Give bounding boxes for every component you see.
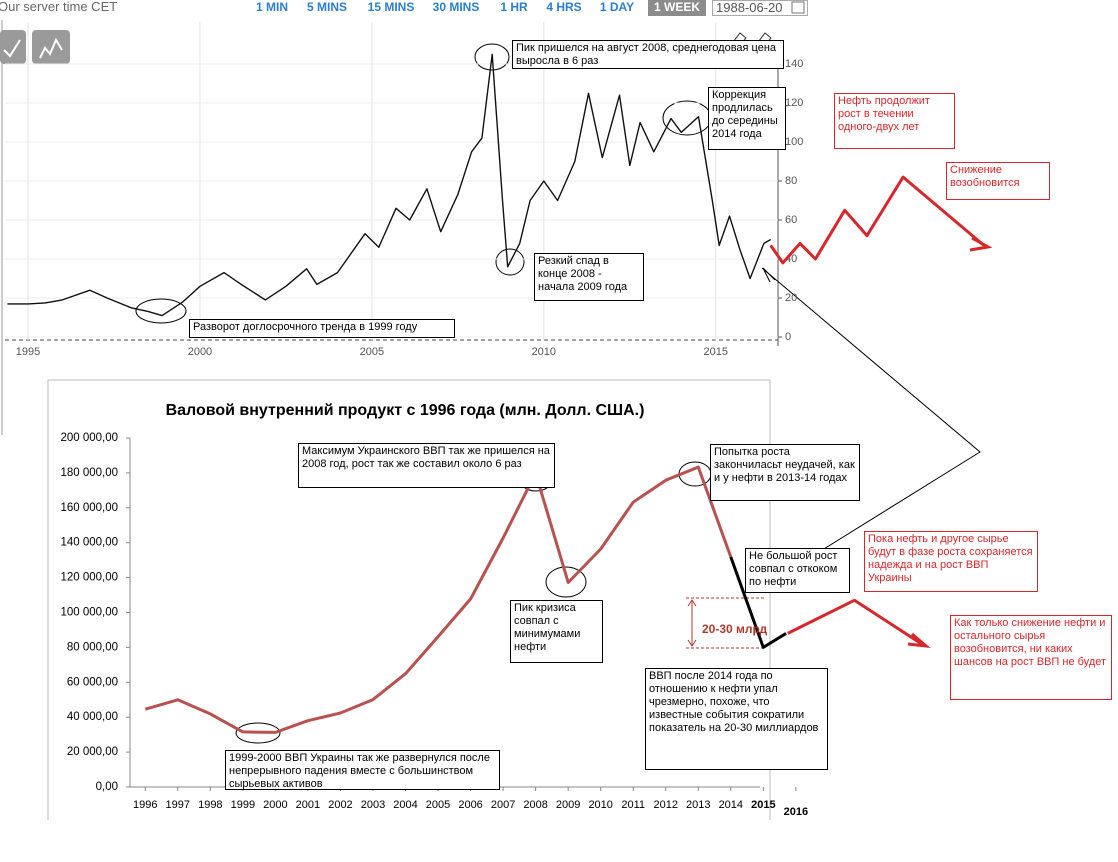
annotation: Пик пришелся на август 2008, среднегодов… (512, 40, 784, 69)
range-arrow (687, 599, 697, 647)
highlight (495, 248, 525, 276)
x-tick-label: 2001 (296, 799, 320, 811)
highlight (545, 566, 587, 598)
tool-icon (32, 30, 70, 64)
y-tick-label: 140 (785, 58, 803, 70)
forecast-arrow (907, 632, 931, 649)
annotation: 20-30 млрд (702, 622, 768, 636)
annotation: Максимум Украинского ВВП так же пришелся… (298, 443, 555, 488)
y-tick-label: 40 000,00 (67, 711, 118, 723)
y-tick-label: 20 (785, 292, 797, 304)
server-time: Our server time CET (0, 0, 118, 14)
annotation: Резкий спад в конце 2008 - начала 2009 г… (534, 253, 644, 301)
y-tick-label: 160 000,00 (60, 502, 118, 514)
calendar-icon (791, 1, 805, 14)
y-tick-label: 100 000,00 (60, 607, 118, 619)
annotation: Попытка роста закончиласьт неудачей, как… (710, 444, 860, 501)
x-tick-label: 2002 (328, 799, 352, 811)
data-line (769, 175, 985, 265)
x-tick-label: 2011 (621, 799, 645, 811)
y-tick-label: 80 000,00 (67, 641, 118, 653)
data-line (787, 598, 926, 647)
x-tick-label: 2010 (588, 799, 612, 811)
x-tick-label: 2009 (556, 799, 580, 811)
highlights (135, 43, 712, 744)
x-tick-label: 2015 (751, 799, 775, 811)
interval-button[interactable]: 15 MINS (367, 0, 415, 14)
highlight (135, 298, 187, 324)
x-tick-label: 2000 (188, 346, 212, 358)
x-tick-label: 1996 (133, 799, 157, 811)
x-tick-label: 1995 (16, 346, 40, 358)
y-tick-label: 120 000,00 (60, 572, 118, 584)
y-tick-label: 0 (785, 331, 791, 343)
x-tick-label: 2012 (654, 799, 678, 811)
connector-arrow (762, 267, 776, 283)
interval-button[interactable]: 1 HR (500, 0, 528, 14)
x-tick-label: 2005 (426, 799, 450, 811)
tool-glyph (3, 39, 21, 58)
tool-icon (0, 30, 26, 64)
x-tick-label: 2014 (719, 799, 743, 811)
annotation: Как только снижение нефти и остального с… (950, 615, 1112, 700)
interval-button[interactable]: 4 HRS (546, 0, 582, 14)
x-tick-label: 2003 (361, 799, 385, 811)
x-tick-label: 2016 (784, 806, 808, 818)
x-tick-label: 2010 (532, 346, 556, 358)
connector (761, 267, 981, 571)
y-tick-label: 200 000,00 (60, 432, 118, 444)
x-tick-label: 2007 (491, 799, 515, 811)
annotation: Коррекция продлилась до середины 2014 го… (708, 87, 786, 150)
annotation: Не большой рост совпал с откоком по нефт… (745, 548, 850, 593)
annotation: Пока нефть и другое сырье будут в фазе р… (864, 531, 1038, 592)
y-tick-label: 120 (785, 97, 803, 109)
x-tick-label: 1999 (231, 799, 255, 811)
y-tick-label: 140 000,00 (60, 537, 118, 549)
y-tick-label: 100 (785, 136, 803, 148)
interval-button[interactable]: 30 MINS (432, 0, 480, 14)
interval-button[interactable]: 1 WEEK (648, 0, 706, 16)
y-tick-label: 20 000,00 (67, 746, 118, 758)
x-tick-label: 1998 (198, 799, 222, 811)
data-line (729, 556, 787, 649)
interval-button[interactable]: 1 MIN (255, 0, 288, 14)
x-tick-label: 2000 (263, 799, 287, 811)
interval-button[interactable]: 1 DAY (599, 0, 635, 14)
x-tick-label: 1997 (166, 799, 190, 811)
interval-button[interactable]: 5 MINS (306, 0, 347, 14)
x-tick-label: 2005 (360, 346, 384, 358)
y-tick-label: 80 (785, 175, 797, 187)
chart-title: Валовой внутренний продукт с 1996 года (… (166, 402, 645, 419)
chart-frame (47, 379, 771, 820)
x-tick-label: 2008 (523, 799, 547, 811)
date-input[interactable]: 1988-06-20 (712, 0, 808, 16)
y-tick-label: 180 000,00 (60, 467, 118, 479)
annotation: ВВП после 2014 года по отношению к нефти… (645, 668, 828, 770)
annotation: Разворот доглосрочного тренда в 1999 год… (189, 319, 455, 338)
annotation: Пик кризиса совпал с минимумами нефти (510, 600, 603, 663)
annotation: 1999-2000 ВВП Украины так же развернулся… (225, 750, 500, 790)
x-tick-label: 2013 (686, 799, 710, 811)
y-tick-label: 60 (785, 214, 797, 226)
highlight (235, 722, 281, 744)
annotation: Снижение возобновится (946, 162, 1050, 200)
data-line (144, 465, 733, 734)
range-guide (686, 597, 765, 649)
x-tick-label: 2015 (703, 346, 727, 358)
x-tick-label: 2004 (393, 799, 417, 811)
annotation: Нефть продолжит рост в течении одного-дв… (834, 93, 955, 149)
y-tick-label: 0,00 (96, 781, 118, 793)
y-tick-label: 60 000,00 (67, 676, 118, 688)
highlight (662, 100, 712, 136)
data-line (7, 53, 772, 317)
tool-glyph (39, 37, 63, 59)
highlight (474, 43, 510, 71)
x-tick-label: 2006 (458, 799, 482, 811)
